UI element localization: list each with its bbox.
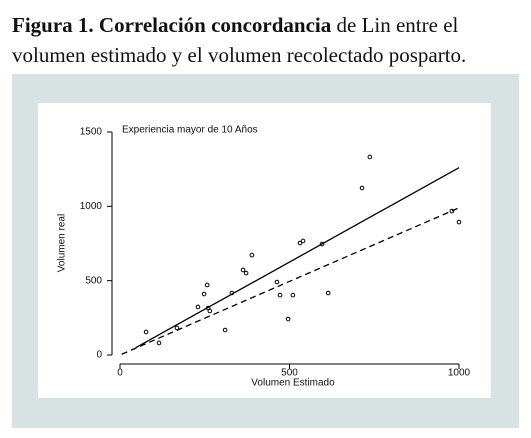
x-tick-label: 1000	[448, 368, 471, 379]
y-tick-label: 500	[85, 275, 102, 286]
point	[359, 185, 365, 191]
point	[449, 208, 455, 214]
y-tick-label: 1500	[80, 127, 103, 138]
point	[319, 241, 325, 247]
point	[143, 329, 149, 335]
x-tick-label: 500	[281, 368, 298, 379]
point	[456, 219, 462, 225]
point	[297, 240, 303, 246]
point	[285, 316, 291, 322]
caption: Figura 1. Correlación concordancia de Li…	[12, 10, 524, 70]
point	[222, 327, 228, 333]
fit-line	[135, 167, 460, 349]
point	[195, 304, 201, 310]
point	[325, 290, 331, 296]
point	[290, 292, 296, 298]
y-tick-label: 0	[96, 350, 102, 361]
point	[274, 279, 280, 285]
point	[156, 340, 162, 346]
point	[201, 291, 207, 297]
x-tick-label: 0	[117, 368, 123, 379]
x-axis-label: Volumen Estimado	[251, 378, 335, 389]
point	[240, 267, 246, 273]
point	[204, 282, 210, 288]
caption-text: de Lin entre el volumen estimado y el vo…	[12, 13, 467, 67]
y-axis-label: Volumen real	[57, 214, 68, 272]
y-tick-label: 1000	[80, 201, 103, 212]
point	[277, 292, 283, 298]
point	[207, 308, 213, 314]
annotation: Experiencia mayor de 10 Años	[122, 125, 258, 136]
point	[249, 252, 255, 258]
dashed-line	[121, 207, 460, 355]
caption-bold: Figura 1. Correlación concordancia	[12, 13, 332, 37]
plot-background	[38, 103, 491, 398]
point	[367, 154, 373, 160]
point	[243, 270, 249, 276]
point	[300, 238, 306, 244]
